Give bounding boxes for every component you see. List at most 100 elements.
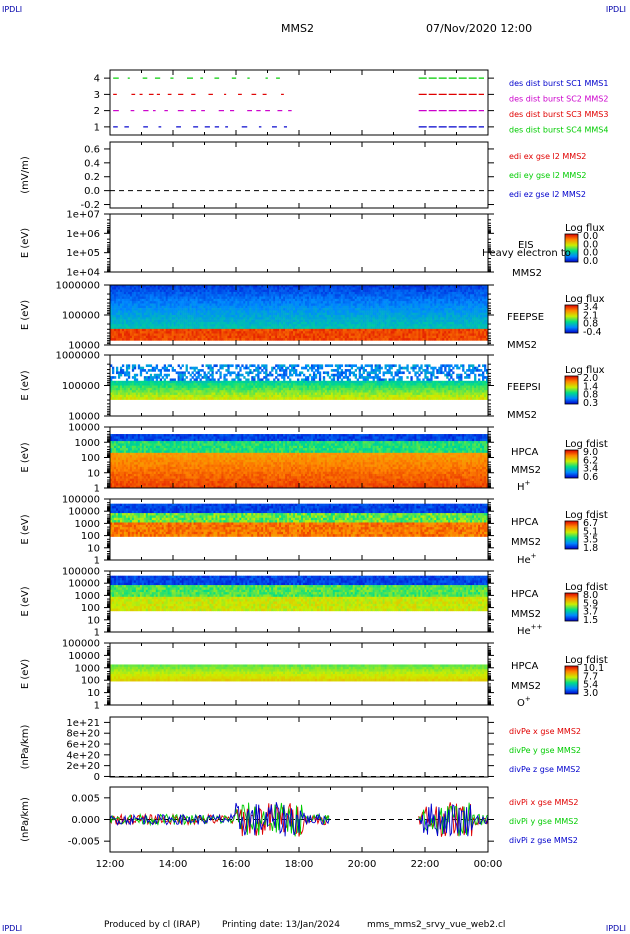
spectrogram-cell <box>207 287 210 290</box>
spectrogram-cell <box>338 289 342 293</box>
spectrogram-cell <box>237 338 240 341</box>
spectrogram-cell <box>159 312 163 316</box>
spectrogram-cell <box>386 296 389 300</box>
spectrogram-cell <box>289 310 292 313</box>
spectrogram-cell <box>239 310 242 313</box>
spectrogram-cell <box>269 338 272 341</box>
spectrogram-cell <box>177 380 180 384</box>
spectrogram-cell <box>255 321 258 325</box>
spectrogram-cell <box>434 317 437 320</box>
spectrogram-cell <box>310 319 314 323</box>
spectrogram-cell <box>131 289 135 293</box>
spectrogram-cell <box>187 312 190 316</box>
spectrogram-cell <box>127 298 131 302</box>
spectrogram-cell <box>462 310 465 313</box>
spectrogram-cell <box>308 291 312 295</box>
spectrogram-cell <box>316 324 320 327</box>
spectrogram-cell <box>141 317 145 320</box>
spectrogram-cell <box>265 289 268 293</box>
spectrogram-cell <box>299 296 302 300</box>
spectrogram-cell <box>199 294 202 297</box>
spectrogram-cell <box>233 285 236 288</box>
spectrogram-cell <box>356 301 359 304</box>
spectrogram-cell <box>452 287 455 290</box>
spectrogram-cell <box>201 317 204 320</box>
spectrogram-cell <box>187 305 190 309</box>
spectrogram-cell <box>267 315 270 318</box>
spectrogram-cell <box>145 285 149 288</box>
spectrogram-cell <box>125 333 129 337</box>
spectrogram-cell <box>119 338 123 341</box>
spectrogram-cell <box>169 331 172 334</box>
spectrogram-cell <box>173 331 176 334</box>
spectrogram-cell <box>448 289 451 293</box>
spectrogram-cell <box>380 298 383 302</box>
spectrogram-cell <box>402 321 405 325</box>
spectrogram-cell <box>199 305 202 309</box>
spectrogram-cell <box>135 285 139 288</box>
spectrogram-cell <box>410 285 413 288</box>
spectrogram-cell <box>189 335 192 339</box>
spectrogram-cell <box>368 294 371 297</box>
spectrogram-cell <box>412 285 415 288</box>
spectrogram-cell <box>478 324 481 327</box>
spectrogram-cell <box>320 301 324 304</box>
spectrogram-cell <box>484 305 487 309</box>
spectrogram-cell <box>273 326 276 330</box>
spectrogram-cell <box>410 291 413 295</box>
spectrogram-cell <box>410 335 413 339</box>
spectrogram-cell <box>153 380 157 384</box>
spectrogram-cell <box>135 319 139 323</box>
spectrogram-cell <box>283 294 286 297</box>
spectrogram-cell <box>426 294 429 297</box>
spectrogram-cell <box>293 326 296 330</box>
spectrogram-cell <box>247 324 250 327</box>
spectrogram-cell <box>410 303 413 307</box>
spectrogram-cell <box>348 308 352 311</box>
spectrogram-cell <box>472 328 475 332</box>
spectrogram-cell <box>346 326 350 330</box>
spectrogram-cell <box>334 321 338 325</box>
spectrogram-cell <box>350 321 354 325</box>
spectrogram-cell <box>147 394 151 398</box>
spectrogram-cell <box>480 285 483 288</box>
spectrogram-cell <box>173 303 176 307</box>
spectrogram-cell <box>420 287 423 290</box>
spectrogram-cell <box>392 317 395 320</box>
spectrogram-cell <box>402 331 405 334</box>
spectrogram-cell <box>482 296 485 300</box>
spectrogram-cell <box>257 315 260 318</box>
spectrogram-cell <box>464 338 467 341</box>
spectrogram-cell <box>476 338 479 341</box>
spectrogram-cell <box>149 296 153 300</box>
spectrogram-cell <box>388 287 391 290</box>
spectrogram-cell <box>203 326 206 330</box>
spectrogram-cell <box>285 285 288 288</box>
spectrogram-cell <box>430 328 433 332</box>
spectrogram-cell <box>137 310 141 313</box>
spectrogram-cell <box>195 287 198 290</box>
spectrogram-cell <box>364 317 367 320</box>
spectrogram-cell <box>454 328 457 332</box>
spectrogram-cell <box>366 287 369 290</box>
spectrogram-cell <box>277 338 280 341</box>
spectrogram-cell <box>314 291 318 295</box>
spectrogram-cell <box>223 287 226 290</box>
spectrogram-cell <box>207 291 210 295</box>
spectrogram-cell <box>394 333 397 337</box>
spectrogram-cell <box>378 308 381 311</box>
spectrogram-cell <box>364 333 367 337</box>
spectrogram-cell <box>356 285 359 288</box>
spectrogram-cell <box>181 305 184 309</box>
spectrogram-cell <box>243 312 246 316</box>
spectrogram-cell <box>231 338 234 341</box>
spectrogram-cell <box>129 385 133 389</box>
spectrogram-cell <box>239 291 242 295</box>
spectrogram-cell <box>267 326 270 330</box>
spectrogram-cell <box>221 303 224 307</box>
spectrogram-cell <box>472 298 475 302</box>
spectrogram-cell <box>177 326 180 330</box>
spectrogram-cell <box>143 285 147 288</box>
spectrogram-cell <box>149 315 153 318</box>
spectrogram-cell <box>277 296 280 300</box>
